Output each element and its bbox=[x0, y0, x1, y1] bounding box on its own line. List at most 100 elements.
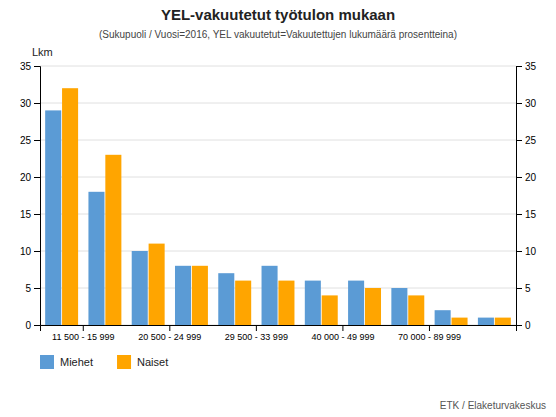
y-tick-label: 15 bbox=[525, 209, 537, 220]
y-tick: 25 bbox=[20, 135, 40, 146]
y-tick-mark bbox=[34, 214, 40, 215]
y-tick-mark bbox=[34, 66, 40, 67]
y-tick: 10 bbox=[516, 246, 537, 257]
x-tick-label: 70 000 - 89 999 bbox=[398, 332, 461, 342]
y-tick-mark bbox=[516, 251, 522, 252]
bar bbox=[62, 88, 78, 325]
bar bbox=[149, 244, 165, 325]
y-tick-mark bbox=[34, 325, 40, 326]
x-tick: 11 500 - 15 999 bbox=[52, 325, 114, 342]
y-tick-label: 30 bbox=[525, 98, 537, 109]
plot: 11 500 - 15 999 20 500 - 24 999 29 500 - 3… bbox=[20, 46, 537, 342]
y-tick: 5 bbox=[516, 283, 531, 294]
footer: ETK / Elaketurvakeskus bbox=[440, 400, 546, 411]
y-tick-mark bbox=[516, 177, 522, 178]
y-tick-label: 5 bbox=[525, 283, 531, 294]
y-tick: 0 bbox=[516, 320, 531, 331]
grid-line bbox=[40, 103, 516, 104]
x-tick-label: 40 000 - 49 999 bbox=[311, 332, 374, 342]
y-tick-mark bbox=[34, 103, 40, 104]
bar bbox=[478, 318, 494, 325]
x-axis: 11 500 - 15 999 20 500 - 24 999 29 500 - 3… bbox=[41, 325, 517, 342]
y-tick: 25 bbox=[516, 135, 537, 146]
y-tick-label: 35 bbox=[525, 61, 537, 72]
y-tick-label: 10 bbox=[525, 246, 537, 257]
y-tick: 20 bbox=[516, 172, 537, 183]
x-tick: 40 000 - 49 999 bbox=[311, 325, 374, 342]
bar bbox=[218, 273, 234, 325]
bar bbox=[192, 266, 208, 325]
series bbox=[62, 88, 511, 325]
bar bbox=[322, 295, 338, 325]
y-tick: 15 bbox=[20, 209, 40, 220]
y-tick: 5 bbox=[25, 283, 40, 294]
bar bbox=[45, 110, 61, 325]
y-tick-mark bbox=[516, 288, 522, 289]
bar bbox=[435, 310, 451, 325]
y-tick-mark bbox=[34, 177, 40, 178]
x-tick-mark bbox=[83, 325, 84, 331]
bar bbox=[278, 281, 294, 325]
x-tick-mark bbox=[169, 325, 170, 331]
y-tick-label: 20 bbox=[20, 172, 32, 183]
y-tick-mark bbox=[516, 214, 522, 215]
y-tick-label: 25 bbox=[20, 135, 32, 146]
x-tick-mark bbox=[342, 325, 343, 331]
legend-label: Naiset bbox=[137, 356, 168, 368]
y-tick-mark bbox=[516, 103, 522, 104]
grid-line bbox=[40, 140, 516, 141]
bars bbox=[45, 88, 511, 325]
x-tick: 29 500 - 33 999 bbox=[225, 325, 288, 342]
bar bbox=[132, 251, 148, 325]
bar bbox=[105, 155, 121, 325]
grid bbox=[40, 66, 516, 325]
bar bbox=[365, 288, 381, 325]
legend: Miehet Naiset bbox=[40, 355, 168, 369]
legend-swatch bbox=[117, 355, 131, 369]
x-tick-mark bbox=[429, 325, 430, 331]
y-tick-mark bbox=[34, 251, 40, 252]
y-left-axis: 05101520253035 bbox=[20, 61, 41, 331]
y-label: Lkm bbox=[32, 46, 53, 58]
bar bbox=[262, 266, 278, 325]
y-tick-mark bbox=[34, 288, 40, 289]
legend-swatch bbox=[40, 355, 54, 369]
bar bbox=[391, 288, 407, 325]
y-tick: 0 bbox=[25, 320, 40, 331]
legend-label: Miehet bbox=[60, 356, 93, 368]
bar bbox=[348, 281, 364, 325]
x-tick-label: 29 500 - 33 999 bbox=[225, 332, 288, 342]
x-tick: 20 500 - 24 999 bbox=[138, 325, 201, 342]
y-tick-mark bbox=[34, 140, 40, 141]
x-tick-label: 20 500 - 24 999 bbox=[138, 332, 201, 342]
bar bbox=[452, 318, 468, 325]
bar bbox=[235, 281, 251, 325]
y-tick-label: 35 bbox=[20, 61, 32, 72]
x-tick: 70 000 - 89 999 bbox=[398, 325, 461, 342]
axis-line bbox=[517, 67, 523, 326]
y-tick-label: 20 bbox=[525, 172, 537, 183]
y-tick: 35 bbox=[20, 61, 40, 72]
y-tick: 35 bbox=[516, 61, 537, 72]
title: YEL-vakuutetut työtulon mukaan bbox=[161, 6, 395, 23]
y-tick-label: 15 bbox=[20, 209, 32, 220]
series bbox=[45, 110, 494, 325]
legend-item: Miehet bbox=[40, 355, 93, 369]
y-tick-label: 30 bbox=[20, 98, 32, 109]
axis-line bbox=[41, 326, 517, 332]
bar bbox=[175, 266, 191, 325]
axis-line bbox=[34, 67, 41, 326]
x-tick-label: 11 500 - 15 999 bbox=[52, 332, 114, 342]
y-tick-mark bbox=[516, 140, 522, 141]
y-tick: 30 bbox=[20, 98, 40, 109]
legend-item: Naiset bbox=[117, 355, 168, 369]
y-right-axis: 0 5 10 15 20 25 30 35 bbox=[516, 61, 537, 331]
grid-line bbox=[40, 66, 516, 67]
y-tick: 30 bbox=[516, 98, 537, 109]
y-tick-mark bbox=[516, 66, 522, 67]
y-tick-mark bbox=[516, 325, 522, 326]
y-tick-label: 0 bbox=[525, 320, 531, 331]
bar bbox=[495, 318, 511, 325]
subtitle: (Sukupuoli / Vuosi=2016, YEL vakuutetut=… bbox=[99, 29, 457, 40]
x-tick-mark bbox=[256, 325, 257, 331]
